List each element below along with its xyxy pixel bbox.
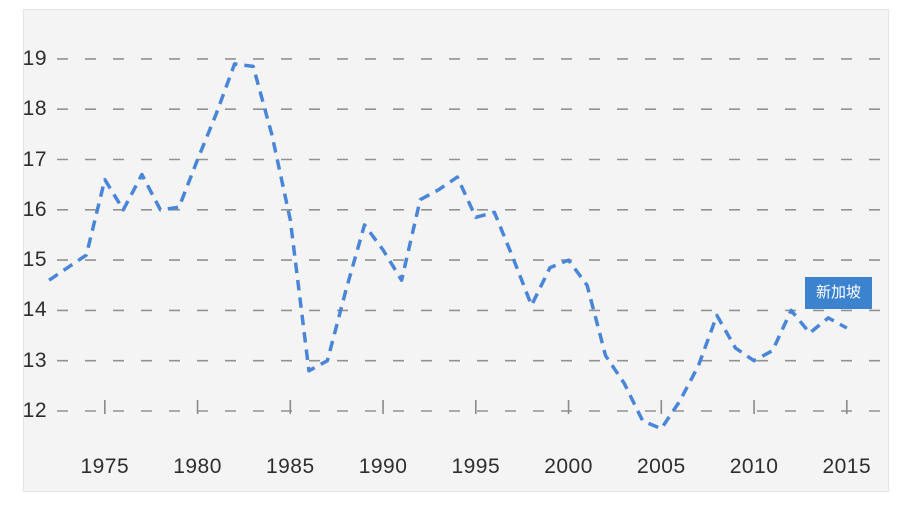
x-axis-label: 2015 [822,455,872,478]
series-label-singapore[interactable]: 新加坡 [805,277,872,309]
x-axis-label: 2000 [544,455,593,478]
y-axis-label: 18 [22,97,47,121]
x-axis-label: 2005 [636,455,686,478]
x-axis-label: 2010 [729,455,779,478]
series-line-singapore[interactable] [48,62,848,431]
y-axis-label: 15 [22,248,47,272]
y-axis-label: 19 [22,46,47,70]
y-axis-label: 13 [22,348,47,372]
y-axis-label: 17 [22,147,47,171]
y-axis-label: 16 [22,197,47,221]
y-axis-label: 12 [22,399,47,422]
x-axis-label: 1980 [173,455,222,478]
x-axis-label: 1990 [358,455,408,478]
x-axis-label: 1975 [80,455,130,478]
y-axis-label: 14 [22,298,47,322]
x-axis-label: 1995 [451,455,501,478]
x-axis-label: 1985 [265,455,315,478]
